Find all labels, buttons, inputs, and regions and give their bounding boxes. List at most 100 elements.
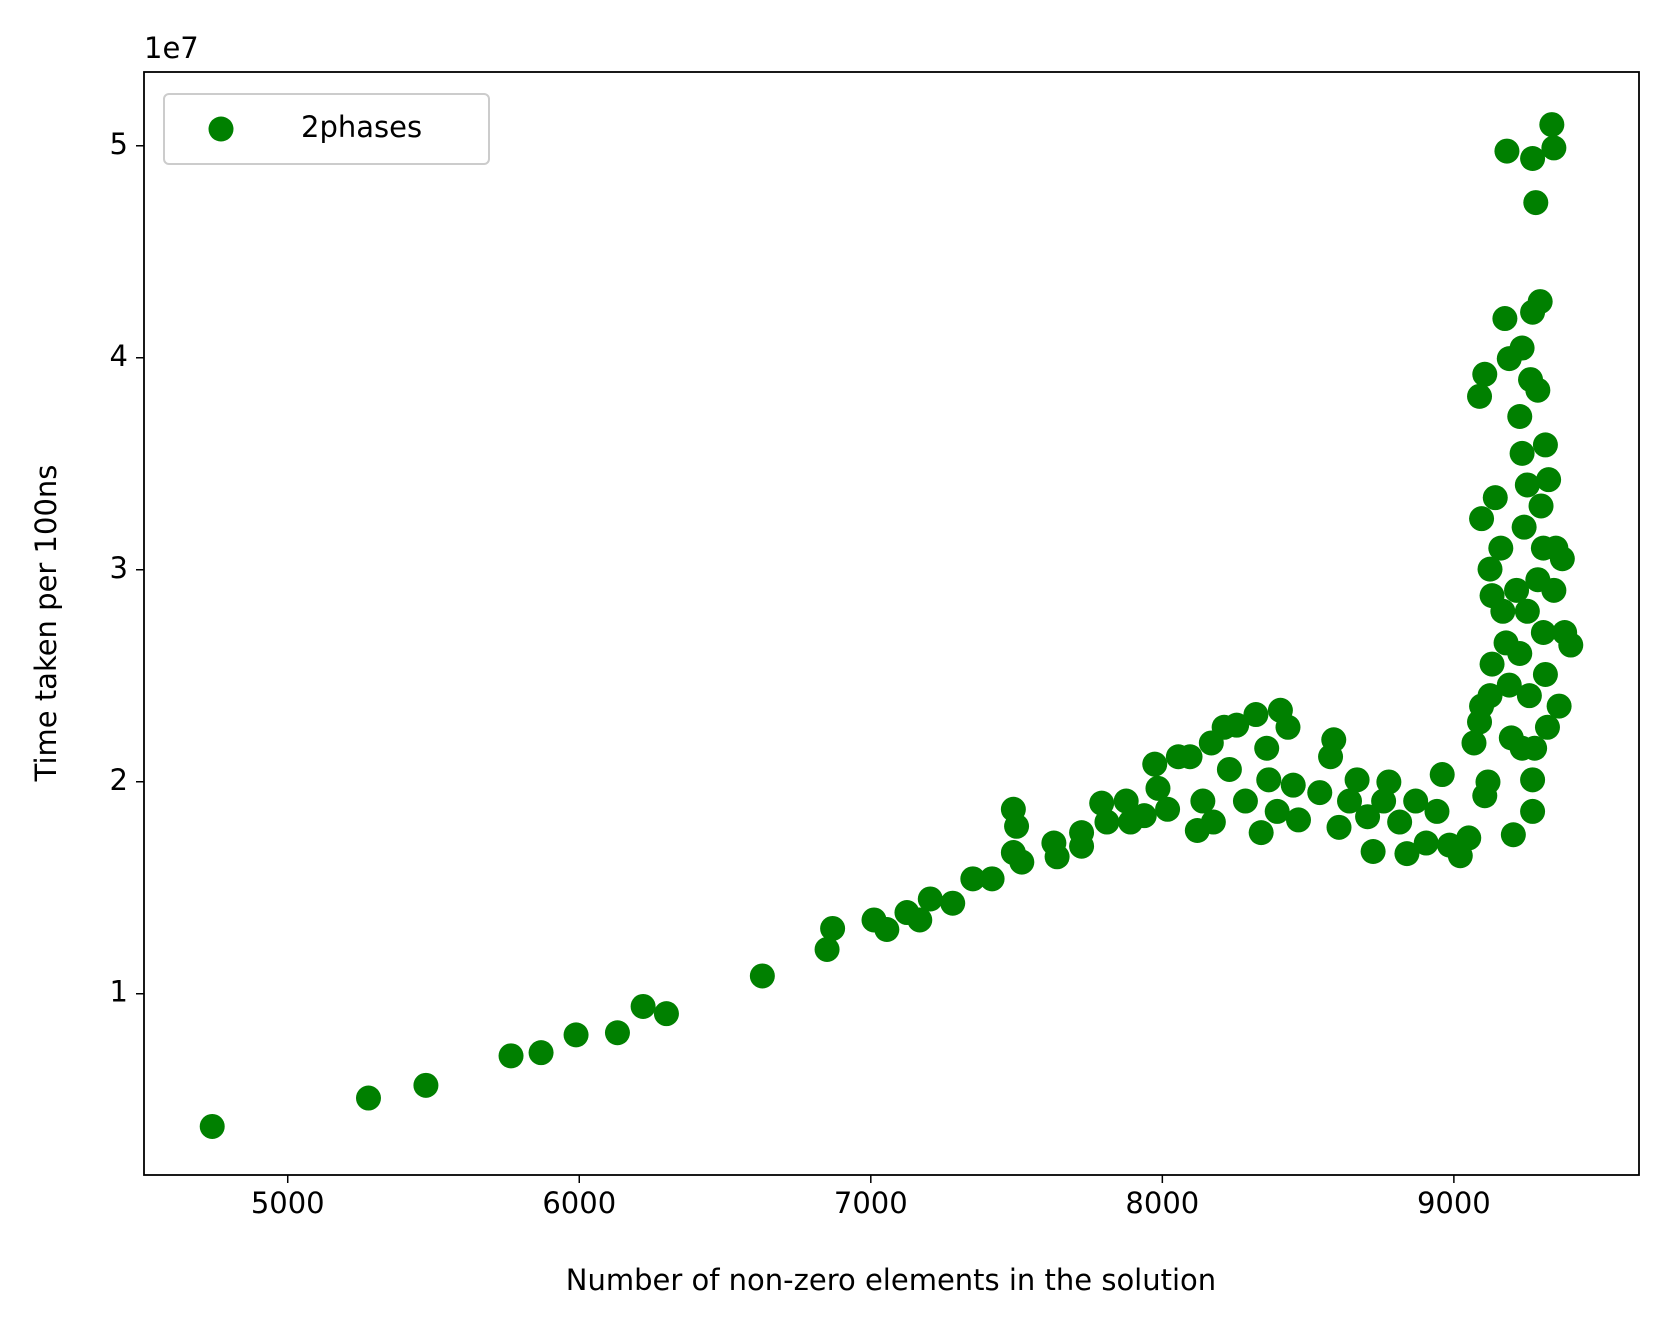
scatter-point [1482,485,1508,511]
scatter-point [1307,780,1333,806]
scatter-point [1190,788,1216,814]
scatter-point [1527,289,1553,315]
scatter-point [604,1020,630,1046]
scatter-point [1376,769,1402,795]
scatter-point [1371,788,1397,814]
scatter-point [653,1001,679,1027]
scatter-point [940,890,966,916]
legend-box [163,93,490,165]
scatter-point [1558,632,1584,658]
scatter-point [1131,803,1157,829]
scatter-point [1492,306,1518,332]
scatter-point [1044,844,1070,870]
scatter-point [1520,145,1546,171]
scatter-point [528,1040,554,1066]
scatter-point [1469,506,1495,532]
scatter-point [1546,693,1572,719]
scatter-point [1530,620,1556,646]
scatter-point [1477,683,1503,709]
scatter-point [1475,769,1501,795]
legend-marker [208,116,234,142]
scatter-point [1504,577,1530,603]
scatter-point [1113,788,1139,814]
scatter-point [1532,432,1558,458]
x-tick-label: 7000 [834,1186,908,1220]
scatter-point [1321,727,1347,753]
scatter-point [1360,838,1386,864]
scatter-point [1280,772,1306,798]
scatter-point [1536,467,1562,493]
scatter-point [1145,775,1171,801]
y-tick-label: 2 [110,763,128,797]
scatter-point [1243,702,1269,728]
scatter-point [1494,138,1520,164]
scatter-point [1424,798,1450,824]
y-tick-label: 4 [110,339,128,373]
scatter-point [1490,598,1516,624]
scatter-point [820,915,846,941]
scatter-point [199,1113,225,1139]
scatter-point [1089,790,1115,816]
x-tick-label: 6000 [542,1186,616,1220]
scatter-point [1477,556,1503,582]
scatter-point [1004,813,1030,839]
scatter-point [1069,833,1095,859]
scatter-point [749,963,775,989]
scatter-point [1285,807,1311,833]
scatter-point [1541,577,1567,603]
scatter-point [1509,440,1535,466]
scatter-point [1488,535,1514,561]
scatter-point [413,1072,439,1098]
scatter-point [1514,472,1540,498]
scatter-point [1326,814,1352,840]
x-tick-label: 9000 [1417,1186,1491,1220]
scatter-point [1177,744,1203,770]
scatter-point [1248,820,1274,846]
scatter-point [1467,383,1493,409]
scatter-point [1413,830,1439,856]
scatter-point [1528,493,1554,519]
scatter-point [1387,809,1413,835]
scatter-point [1224,712,1250,738]
scatter-point [630,993,656,1019]
scatter-point [960,866,986,892]
scatter-point [1520,798,1546,824]
scatter-point [1256,767,1282,793]
scatter-point [1539,112,1565,138]
y-tick-label: 5 [110,127,128,161]
scatter-point [1500,822,1526,848]
y-tick-label: 3 [110,551,128,585]
scatter-point [1523,190,1549,216]
scatter-point [1394,841,1420,867]
scatter-point [1254,735,1280,761]
scatter-point [1009,849,1035,875]
scatter-point [1355,804,1381,830]
scatter-point [1511,514,1537,540]
scatter-point [1275,714,1301,740]
scatter-point [1264,798,1290,824]
scatter-point [1461,730,1487,756]
scatter-point [498,1043,524,1069]
legend-label: 2phases [301,110,422,144]
scatter-point [1337,788,1363,814]
scatter-point [1507,640,1533,666]
scatter-point [1507,403,1533,429]
scatter-point [814,936,840,962]
scatter-point [1403,788,1429,814]
x-tick-label: 8000 [1125,1186,1199,1220]
x-tick-label: 5000 [251,1186,325,1220]
scatter-point [1344,767,1370,793]
scatter-point [1509,735,1535,761]
plot-frame [143,71,1640,1176]
scatter-point [1525,377,1551,403]
scatter-point [355,1085,381,1111]
scatter-point [917,886,943,912]
scatter-point [563,1022,589,1048]
scatter-point [1479,651,1505,677]
scatter-point [1472,361,1498,387]
scatter-point [1216,756,1242,782]
scatter-point [907,907,933,933]
